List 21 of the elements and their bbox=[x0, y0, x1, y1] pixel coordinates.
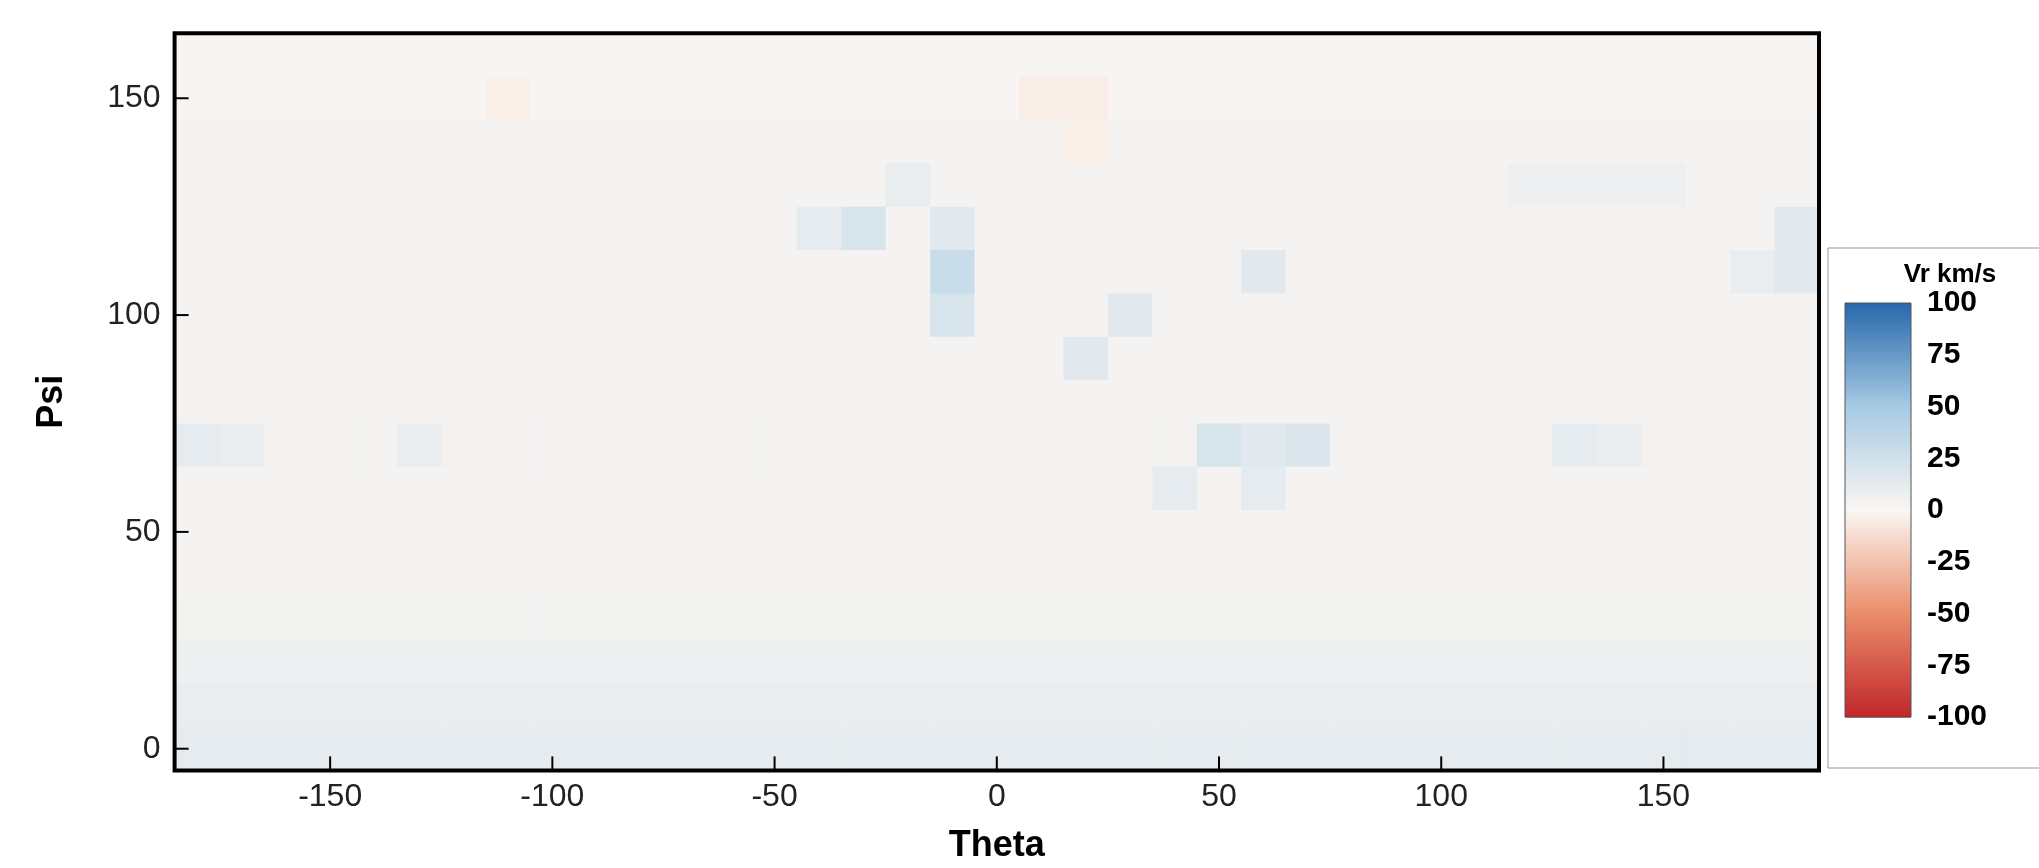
color-bar-label: 50 bbox=[1927, 387, 1961, 421]
color-bar-label: 25 bbox=[1927, 439, 1961, 473]
x-tick-label: 150 bbox=[1636, 777, 1691, 814]
x-tick-label: -150 bbox=[298, 777, 363, 814]
color-bar-label: -50 bbox=[1927, 594, 1971, 628]
y-tick-label: 0 bbox=[142, 728, 161, 765]
color-bar-label: -25 bbox=[1927, 543, 1971, 577]
color-bar-label: -75 bbox=[1927, 646, 1971, 680]
y-tick-label: 100 bbox=[107, 294, 161, 331]
x-tick-label: 100 bbox=[1414, 777, 1468, 814]
color-bar-label: -100 bbox=[1927, 698, 1988, 732]
color-bar-label: 75 bbox=[1927, 336, 1961, 370]
x-tick-label: 0 bbox=[987, 777, 1006, 814]
y-tick-label: 150 bbox=[107, 78, 161, 115]
x-tick-label: 50 bbox=[1201, 777, 1237, 814]
x-axis-title: Theta bbox=[948, 823, 1046, 865]
x-tick-label: -100 bbox=[520, 777, 585, 814]
y-tick-label: 50 bbox=[125, 511, 161, 548]
y-axis-title: Psi bbox=[28, 374, 70, 429]
color-bar-label: 0 bbox=[1927, 491, 1944, 525]
x-tick-label: -50 bbox=[751, 777, 798, 814]
